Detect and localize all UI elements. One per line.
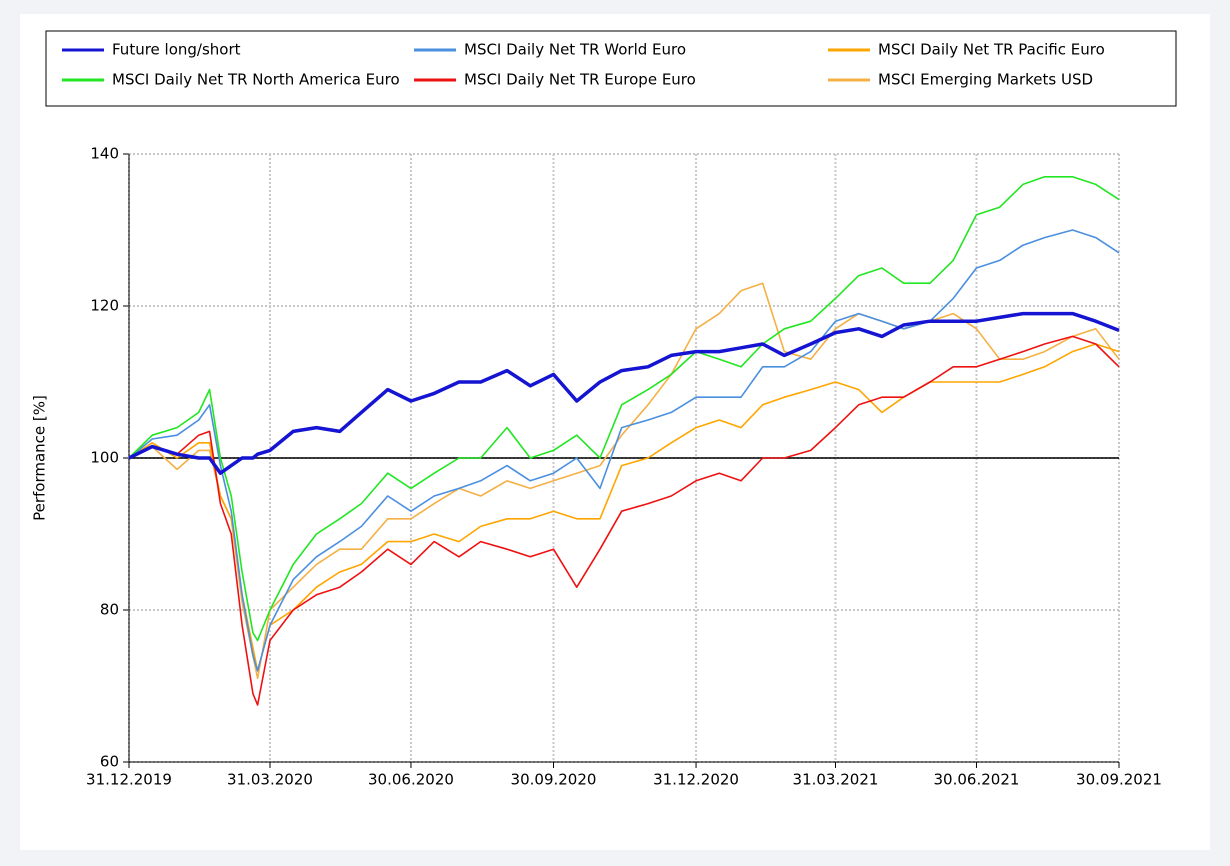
x-tick-label: 31.03.2021 xyxy=(793,771,879,789)
y-tick-label: 140 xyxy=(90,145,119,163)
legend-label: Future long/short xyxy=(112,41,241,59)
legend-label: MSCI Daily Net TR Pacific Euro xyxy=(878,41,1105,59)
series-line xyxy=(128,176,1120,642)
panel xyxy=(20,14,1210,850)
y-tick-label: 80 xyxy=(100,601,119,619)
series-line xyxy=(128,335,1120,706)
legend-label: MSCI Daily Net TR Europe Euro xyxy=(464,71,696,89)
x-tick-label: 31.03.2020 xyxy=(227,771,313,789)
series-line xyxy=(128,229,1120,672)
x-tick-label: 30.09.2021 xyxy=(1076,771,1162,789)
x-tick-label: 30.09.2020 xyxy=(511,771,597,789)
series-line xyxy=(128,311,1120,475)
x-tick-label: 30.06.2020 xyxy=(368,771,454,789)
legend-label: MSCI Daily Net TR World Euro xyxy=(464,41,686,59)
y-axis-label: Performance [%] xyxy=(31,395,49,521)
y-tick-label: 100 xyxy=(90,449,119,467)
x-tick-label: 31.12.2019 xyxy=(86,771,172,789)
legend-label: MSCI Emerging Markets USD xyxy=(878,71,1093,89)
x-tick-label: 30.06.2021 xyxy=(934,771,1020,789)
y-tick-label: 60 xyxy=(100,753,119,771)
y-tick-label: 120 xyxy=(90,297,119,315)
series-line xyxy=(128,343,1120,672)
x-tick-label: 31.12.2020 xyxy=(653,771,739,789)
legend-label: MSCI Daily Net TR North America Euro xyxy=(112,71,400,89)
legend-box xyxy=(45,30,1177,107)
